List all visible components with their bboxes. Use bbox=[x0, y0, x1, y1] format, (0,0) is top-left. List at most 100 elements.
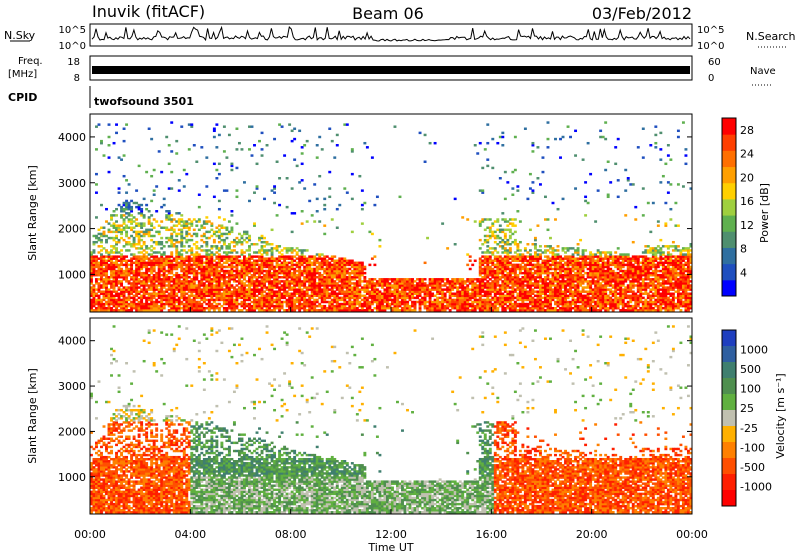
power-cell bbox=[265, 286, 269, 289]
power-cell bbox=[263, 290, 266, 293]
power-cell bbox=[466, 290, 470, 293]
power-cell bbox=[130, 288, 134, 291]
power-cell bbox=[353, 282, 357, 285]
power-cell bbox=[503, 290, 507, 293]
power-cell bbox=[486, 261, 490, 265]
power-cell bbox=[185, 306, 189, 310]
power-cell bbox=[438, 290, 442, 293]
power-cell bbox=[235, 273, 239, 277]
power-cell bbox=[355, 282, 359, 285]
power-cell bbox=[428, 141, 432, 145]
power-cell bbox=[393, 290, 397, 293]
power-cell bbox=[498, 240, 502, 244]
power-cell bbox=[222, 238, 226, 242]
power-cell bbox=[230, 226, 234, 229]
power-cell bbox=[112, 298, 116, 302]
power-cell bbox=[217, 247, 221, 250]
power-cell bbox=[197, 290, 201, 293]
power-cell bbox=[117, 255, 121, 258]
power-cell bbox=[107, 230, 111, 234]
power-cell bbox=[132, 238, 136, 242]
power-cell bbox=[295, 304, 299, 308]
power-cell bbox=[120, 284, 124, 287]
power-cell bbox=[298, 261, 302, 265]
power-cell bbox=[561, 263, 565, 267]
power-cell bbox=[92, 271, 96, 275]
power-cell bbox=[207, 286, 211, 289]
power-cell bbox=[308, 273, 312, 277]
power-cell bbox=[471, 284, 475, 287]
power-cell bbox=[285, 292, 289, 295]
power-cell bbox=[175, 247, 179, 250]
power-cell bbox=[275, 271, 279, 275]
power-cell bbox=[232, 309, 236, 312]
power-cell bbox=[295, 292, 299, 295]
power-cell bbox=[373, 263, 377, 267]
power-cell bbox=[175, 249, 179, 252]
power-cell bbox=[345, 261, 349, 265]
power-cell bbox=[308, 257, 312, 260]
power-cell bbox=[438, 284, 442, 287]
power-heatmap bbox=[90, 121, 693, 312]
power-cell bbox=[531, 304, 535, 308]
power-cell bbox=[288, 309, 292, 312]
power-cell bbox=[333, 304, 337, 308]
power-cell bbox=[290, 294, 294, 298]
power-cell bbox=[370, 284, 374, 287]
power-cell bbox=[406, 288, 409, 291]
power-cell bbox=[491, 232, 495, 236]
power-cell bbox=[518, 265, 522, 269]
power-cell bbox=[318, 309, 322, 312]
power-cell bbox=[285, 261, 289, 265]
power-cell bbox=[285, 298, 289, 302]
power-cell bbox=[496, 263, 500, 267]
power-cell bbox=[508, 306, 512, 310]
power-cell bbox=[170, 228, 174, 232]
power-cell bbox=[100, 280, 103, 283]
power-cell bbox=[250, 292, 254, 295]
power-cell bbox=[100, 255, 103, 258]
power-cell bbox=[110, 290, 113, 293]
power-cell bbox=[345, 284, 349, 287]
power-cell bbox=[263, 240, 266, 244]
power-cell bbox=[268, 243, 271, 246]
power-cell bbox=[313, 280, 317, 283]
power-cell bbox=[493, 286, 497, 289]
power-cell bbox=[115, 230, 118, 234]
power-cell bbox=[200, 298, 204, 302]
power-cell bbox=[546, 146, 550, 149]
power-cell bbox=[195, 284, 199, 287]
power-cell bbox=[195, 306, 199, 310]
power-cell bbox=[270, 259, 274, 262]
power-cell bbox=[320, 296, 324, 300]
power-cell bbox=[145, 230, 149, 234]
power-cell bbox=[340, 302, 344, 306]
power-cell bbox=[350, 172, 354, 176]
power-cell bbox=[130, 265, 134, 269]
power-cell bbox=[411, 296, 414, 300]
power-cell bbox=[293, 282, 297, 285]
power-cell bbox=[107, 267, 111, 271]
power-cell bbox=[205, 288, 209, 291]
power-cell bbox=[207, 300, 211, 304]
power-cell bbox=[243, 300, 246, 304]
power-cell bbox=[190, 238, 194, 242]
power-cell bbox=[270, 294, 274, 298]
power-cell bbox=[441, 302, 445, 306]
power-cell bbox=[217, 216, 221, 219]
power-cell bbox=[436, 278, 440, 281]
power-cell bbox=[150, 137, 154, 141]
power-cell bbox=[451, 306, 455, 310]
power-cell bbox=[295, 257, 299, 260]
power-cell bbox=[478, 269, 482, 273]
power-cell bbox=[162, 263, 166, 267]
power-cell bbox=[554, 271, 557, 275]
power-cell bbox=[426, 286, 430, 289]
power-cell bbox=[253, 251, 256, 254]
power-cell bbox=[461, 304, 465, 308]
power-cell bbox=[325, 306, 329, 310]
power-cell bbox=[378, 245, 382, 248]
power-cell bbox=[516, 292, 520, 295]
power-cell bbox=[197, 284, 201, 287]
power-cell bbox=[315, 286, 319, 289]
